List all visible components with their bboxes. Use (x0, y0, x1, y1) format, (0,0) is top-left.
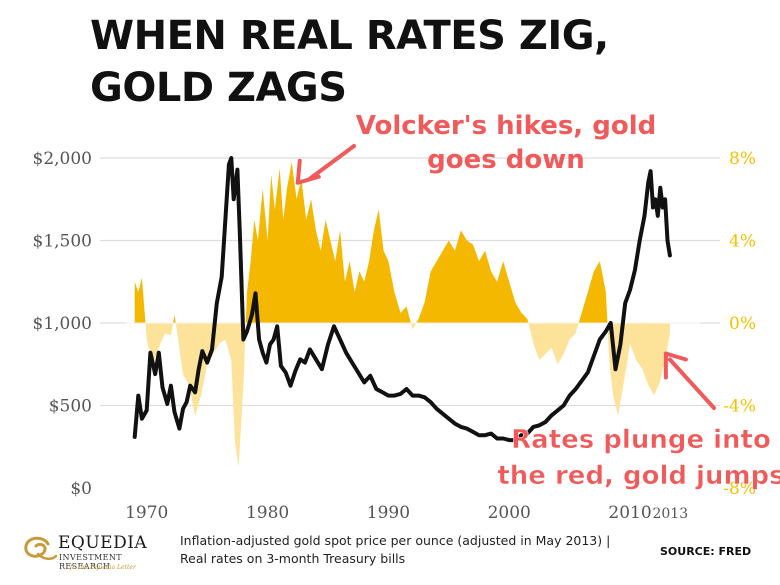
logo-tagline: ft. the Equedia Letter (70, 564, 136, 571)
footer-note-line-2: Real rates on 3-month Treasury bills (180, 551, 406, 566)
right-axis-tick-label: -8% (723, 479, 756, 499)
source-label: SOURCE: FRED (660, 545, 752, 558)
left-axis-tick-label: $2,000 (33, 149, 92, 169)
x-axis-tick-label: 2010 (608, 503, 651, 523)
logo-name: EQUEDIA (58, 533, 148, 553)
annotation-volcker-text: goes down (427, 145, 585, 175)
equedia-logo: EQUEDIA INVESTMENT RESEARCH ft. the Eque… (18, 530, 168, 575)
x-axis-tick-label: 1970 (125, 503, 168, 523)
real-rate-positive-area (134, 162, 608, 323)
annotation-volcker-arrow-shaft (307, 144, 356, 181)
gold-price-path (132, 156, 672, 443)
annotation-rates-text: the red, gold jumps (497, 461, 780, 491)
x-axis-tick-label: 1990 (367, 503, 410, 523)
footer-note-line-1: Inflation-adjusted gold spot price per o… (180, 533, 611, 548)
real-rate-area (125, 162, 700, 468)
chart: $0 $500 $1,000 $1,500 $2,000 -8% -4% 0% 4% 8% 1970… (33, 111, 780, 523)
right-axis-tick-label: 8% (729, 149, 756, 169)
logo-subtitle: INVESTMENT RESEARCH (59, 553, 122, 571)
annotation-rates-text: Rates plunge into (511, 425, 771, 455)
annotation-volcker-arrowhead-icon (295, 158, 321, 185)
axes: $0 $500 $1,000 $1,500 $2,000 -8% -4% 0% 4% 8% 1970… (33, 149, 756, 523)
logo-swirl-icon (24, 536, 58, 560)
x-axis-tick-label: 1980 (246, 503, 289, 523)
right-axis-tick-label: -4% (723, 397, 756, 417)
chart-title: WHEN REAL RATES ZIG, GOLD ZAGS (90, 13, 609, 111)
left-axis-tick-label: $1,000 (33, 314, 92, 334)
left-axis-tick-label: $1,500 (33, 232, 92, 252)
annotations: Volcker's hikes, gold goes down Rates plun… (295, 111, 780, 491)
x-axis-tick-label: 2000 (488, 503, 531, 523)
real-rate-negative-area (145, 323, 670, 468)
annotation-rates-arrowhead-icon (663, 351, 688, 380)
annotation-volcker-text: Volcker's hikes, gold (356, 111, 656, 141)
right-axis-tick-label: 4% (729, 232, 756, 252)
gold-price-line (132, 156, 672, 443)
right-axis-tick-label: 0% (729, 314, 756, 334)
left-axis-tick-label: $500 (49, 397, 92, 417)
annotation-rates-arrow-shaft (667, 357, 716, 410)
left-axis-tick-label: $0 (70, 479, 92, 499)
x-axis-tick-label: 2013 (652, 506, 688, 522)
footer-note: Inflation-adjusted gold spot price per o… (180, 532, 660, 568)
